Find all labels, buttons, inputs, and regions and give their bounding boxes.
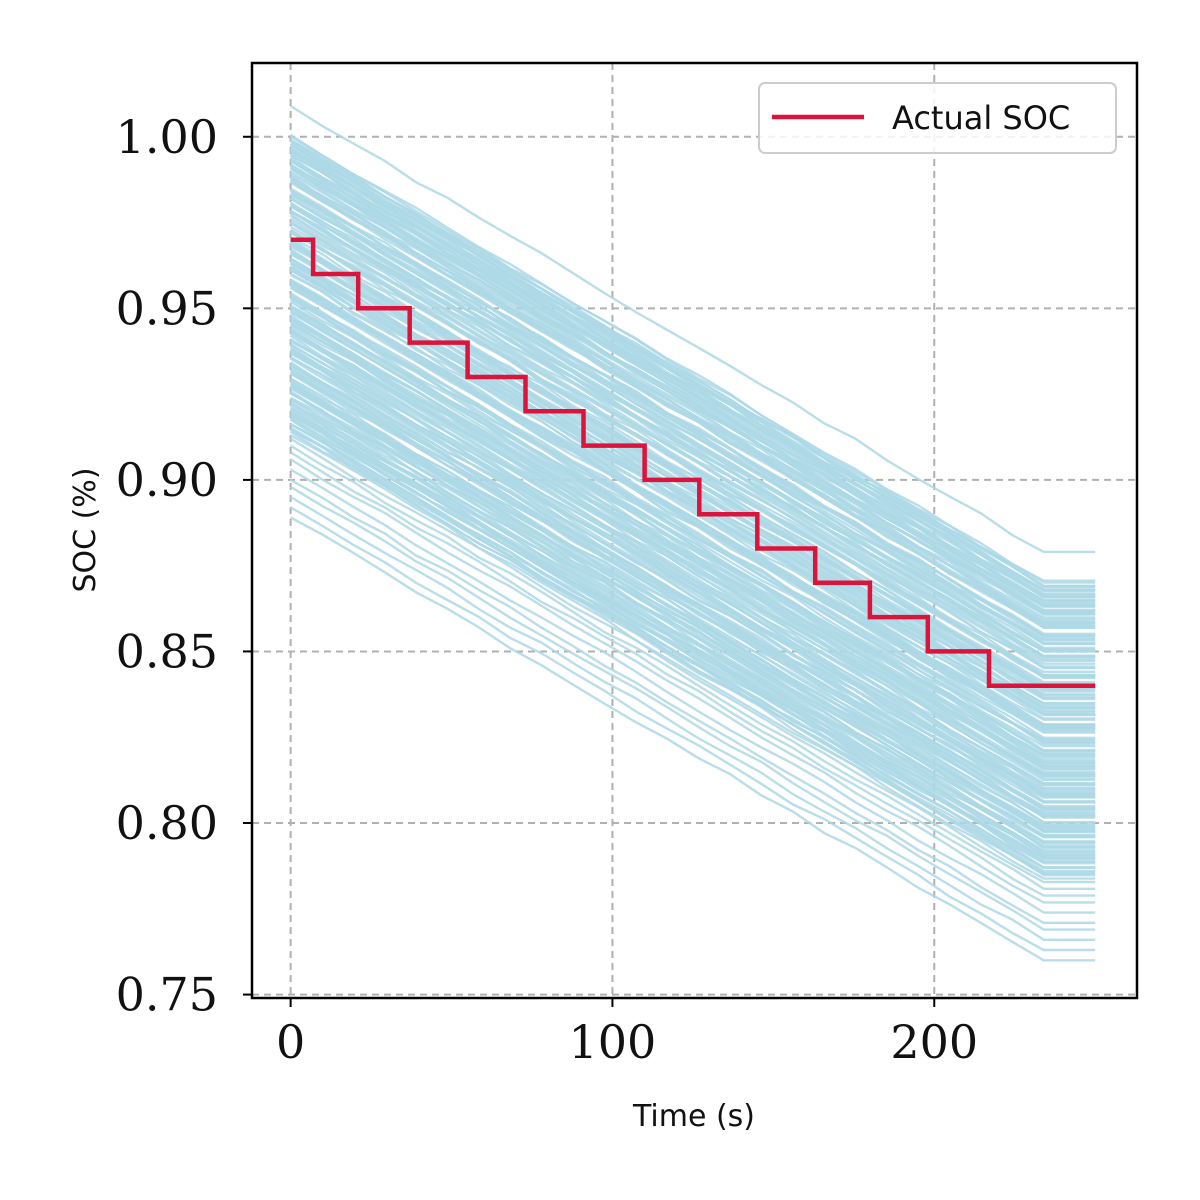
ensemble-line [289, 187, 1096, 635]
ensemble-line [289, 197, 1096, 646]
ensemble-line [289, 326, 1096, 774]
ensemble-line [290, 339, 1096, 786]
y-tick-label: 0.75 [116, 968, 218, 1022]
ensemble-line [290, 259, 1096, 707]
ensemble-line [289, 225, 1096, 673]
ensemble-line [290, 396, 1096, 843]
x-axis-label: Time (s) [632, 1099, 755, 1134]
y-axis-label: SOC (%) [68, 467, 103, 592]
ensemble-line [289, 437, 1096, 884]
ensemble-line [289, 292, 1096, 739]
ensemble-line [289, 380, 1096, 827]
ensemble-line [290, 176, 1096, 625]
ensemble-line [290, 468, 1096, 914]
ensemble-line [289, 179, 1096, 627]
ensemble-line [289, 238, 1096, 686]
ensemble-line [289, 163, 1096, 611]
ensemble-line [289, 249, 1096, 697]
y-tick-label: 0.95 [116, 281, 218, 335]
y-tick-label: 0.90 [116, 453, 218, 507]
axis-ticks: 0 100 200 0.75 0.80 0.85 0.90 0.95 1.00 [116, 110, 979, 1069]
ensemble-line [289, 361, 1096, 808]
ensemble-line [289, 458, 1096, 904]
ensemble-line [290, 159, 1096, 608]
ensemble-lines [289, 104, 1096, 962]
ensemble-line [290, 298, 1096, 745]
plot-frame [250, 61, 1139, 1000]
x-tick-label: 100 [569, 1015, 657, 1069]
ensemble-line [290, 268, 1096, 715]
ensemble-line [289, 293, 1096, 741]
y-tick-label: 1.00 [116, 110, 218, 164]
ensemble-line [289, 506, 1096, 952]
ensemble-line [289, 430, 1096, 877]
ensemble-line [289, 214, 1096, 662]
ensemble-line [290, 282, 1096, 730]
ensemble-line [289, 444, 1096, 890]
legend: Actual SOC [758, 82, 1117, 154]
series-lines [290, 237, 1096, 689]
ensemble-line [289, 485, 1096, 931]
ensemble-line [289, 228, 1096, 677]
ensemble-line [289, 451, 1096, 897]
series-line-actual-soc [290, 237, 1096, 689]
ensemble-line [290, 385, 1096, 832]
ensemble-line [289, 495, 1096, 941]
ensemble-line [289, 149, 1096, 598]
ensemble-line [289, 201, 1096, 650]
y-tick-label: 0.80 [116, 796, 218, 850]
ensemble-line [290, 142, 1096, 591]
ensemble-line [289, 221, 1096, 670]
ensemble-line [290, 434, 1096, 880]
ensemble-line [289, 342, 1096, 790]
ensemble-line [289, 400, 1096, 847]
ensemble-line [289, 334, 1096, 782]
ensemble-line [290, 253, 1096, 701]
ensemble-line [289, 135, 1096, 584]
legend-box [758, 82, 1117, 154]
ensemble-line [289, 167, 1096, 616]
ensemble-line [290, 356, 1096, 803]
ensemble-line [290, 304, 1096, 752]
ensemble-line [289, 426, 1096, 873]
x-tick-label: 0 [276, 1015, 305, 1069]
ensemble-line [289, 413, 1096, 859]
ensemble-line [289, 204, 1096, 652]
ensemble-line [289, 408, 1096, 855]
ensemble-line [290, 210, 1096, 658]
ensemble-line [290, 382, 1096, 829]
y-tick-label: 0.85 [116, 624, 218, 678]
ensemble-line [289, 371, 1096, 818]
ensemble-line [289, 300, 1096, 748]
ensemble-line [289, 314, 1096, 761]
ensemble-line [290, 368, 1096, 815]
ensemble-line [290, 516, 1096, 962]
ensemble-line [289, 321, 1096, 768]
ensemble-line [290, 423, 1096, 869]
ensemble-line [290, 278, 1096, 726]
ensemble-line [290, 351, 1096, 798]
ensemble-line [290, 377, 1096, 824]
legend-label-actual-soc: Actual SOC [892, 99, 1070, 137]
ensemble-line [289, 309, 1096, 756]
ensemble-line [290, 428, 1096, 874]
ensemble-line [290, 478, 1096, 924]
ensemble-line [290, 273, 1096, 721]
x-tick-label: 200 [890, 1015, 978, 1069]
ensemble-line [289, 104, 1096, 554]
ensemble-line [290, 193, 1096, 641]
